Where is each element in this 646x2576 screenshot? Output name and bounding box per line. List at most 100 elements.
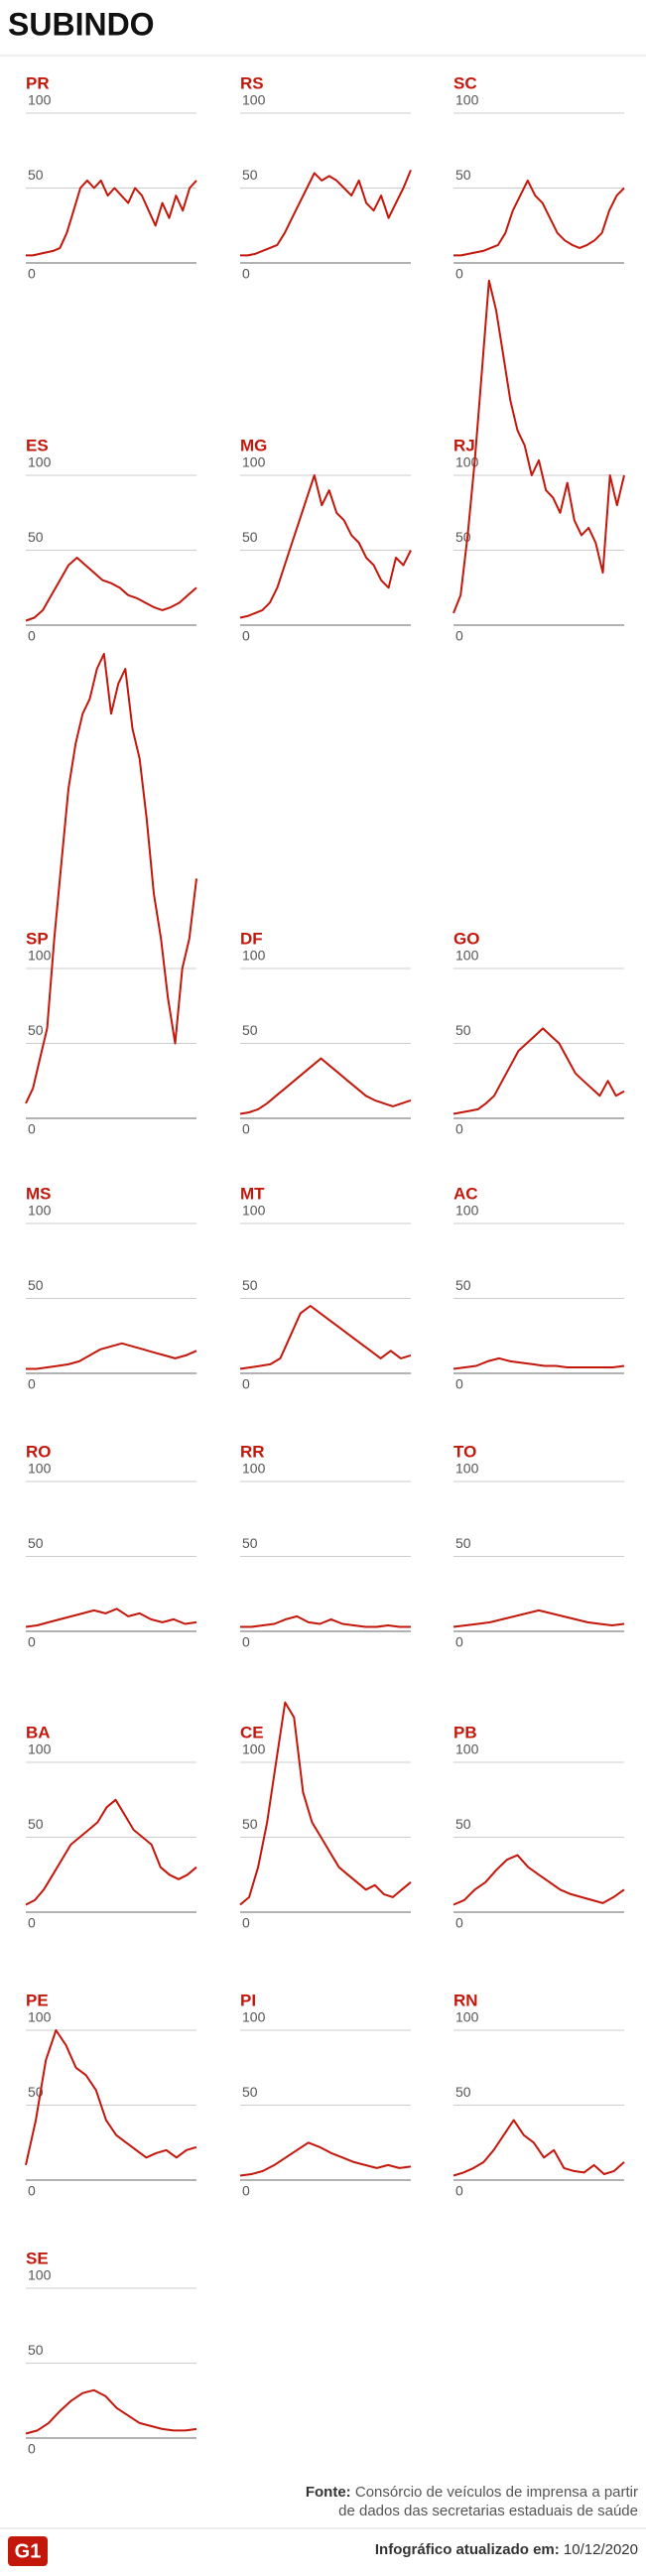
data-line xyxy=(239,1701,412,1906)
data-line xyxy=(239,474,412,619)
y-tick-label: 100 xyxy=(242,1203,266,1219)
y-tick-label: 0 xyxy=(242,1634,250,1650)
y-tick-label: 50 xyxy=(455,1022,471,1038)
logo-box xyxy=(8,2536,48,2566)
y-tick-label: 0 xyxy=(455,266,463,282)
state-label: PI xyxy=(240,1991,256,2009)
y-tick-label: 100 xyxy=(28,454,52,470)
y-tick-label: 100 xyxy=(242,454,266,470)
y-tick-label: 0 xyxy=(455,1915,463,1931)
y-tick-label: 100 xyxy=(455,1203,479,1219)
y-tick-label: 50 xyxy=(242,529,258,545)
state-label: SC xyxy=(453,73,477,92)
y-tick-label: 100 xyxy=(242,1461,266,1477)
y-tick-label: 100 xyxy=(28,2009,52,2025)
data-line xyxy=(452,1027,625,1115)
y-tick-label: 0 xyxy=(455,1121,463,1137)
y-tick-label: 100 xyxy=(455,92,479,108)
y-tick-label: 0 xyxy=(28,2183,36,2199)
y-tick-label: 50 xyxy=(242,167,258,183)
y-tick-label: 100 xyxy=(28,1741,52,1757)
state-label: MT xyxy=(240,1184,265,1203)
source: Fonte: Consórcio de veículos de imprensa… xyxy=(306,2484,638,2501)
data-line xyxy=(25,557,197,622)
y-tick-label: 0 xyxy=(242,628,250,644)
y-tick-label: 100 xyxy=(28,948,52,964)
y-tick-label: 50 xyxy=(28,167,44,183)
source-line: Consórcio de veículos de imprensa a part… xyxy=(355,2484,638,2501)
y-tick-label: 100 xyxy=(455,454,479,470)
state-label: RS xyxy=(240,73,264,92)
page-title: SUBINDO xyxy=(8,6,155,42)
state-label: TO xyxy=(453,1442,476,1461)
y-tick-label: 0 xyxy=(242,1915,250,1931)
y-tick-label: 100 xyxy=(28,1203,52,1219)
y-tick-label: 0 xyxy=(28,266,36,282)
state-label: RN xyxy=(453,1991,478,2009)
data-line xyxy=(25,2029,197,2166)
y-tick-label: 50 xyxy=(242,1277,258,1293)
data-line xyxy=(452,2119,625,2177)
state-label: AC xyxy=(453,1184,478,1203)
state-label: DF xyxy=(240,929,263,948)
data-line xyxy=(452,1609,625,1628)
state-label: SE xyxy=(26,2249,49,2267)
y-tick-label: 50 xyxy=(28,1277,44,1293)
y-tick-label: 50 xyxy=(28,1535,44,1551)
state-label: MG xyxy=(240,436,267,454)
updated-date: 10/12/2020 xyxy=(564,2541,638,2558)
data-line xyxy=(452,1356,625,1370)
state-label: ES xyxy=(26,436,49,454)
y-tick-label: 0 xyxy=(242,2183,250,2199)
state-label: GO xyxy=(453,929,479,948)
state-label: SP xyxy=(26,929,49,948)
y-tick-label: 50 xyxy=(28,1816,44,1832)
y-tick-label: 0 xyxy=(28,1915,36,1931)
data-line xyxy=(452,279,625,614)
state-label: RO xyxy=(26,1442,52,1461)
y-tick-label: 100 xyxy=(242,1741,266,1757)
y-tick-label: 0 xyxy=(455,2183,463,2199)
y-tick-label: 0 xyxy=(28,1121,36,1137)
y-tick-label: 100 xyxy=(455,1741,479,1757)
data-line xyxy=(240,170,412,257)
y-tick-label: 0 xyxy=(455,1376,463,1392)
data-line xyxy=(240,1614,411,1628)
y-tick-label: 100 xyxy=(28,1461,52,1477)
data-line xyxy=(239,2141,412,2177)
updated-label: Infográfico atualizado em: xyxy=(375,2541,560,2558)
data-line xyxy=(25,652,197,1104)
y-tick-label: 0 xyxy=(28,1634,36,1650)
data-line xyxy=(452,1854,625,1906)
updated: Infográfico atualizado em: 10/12/2020 xyxy=(375,2541,638,2558)
y-tick-label: 100 xyxy=(28,92,52,108)
state-label: BA xyxy=(26,1723,51,1741)
y-tick-label: 100 xyxy=(455,2009,479,2025)
state-label: RR xyxy=(240,1442,265,1461)
state-label: RJ xyxy=(453,436,475,454)
y-tick-label: 50 xyxy=(28,529,44,545)
y-tick-label: 0 xyxy=(28,1376,36,1392)
state-label: PR xyxy=(26,73,50,92)
y-tick-label: 0 xyxy=(455,1634,463,1650)
y-tick-label: 100 xyxy=(242,948,266,964)
state-label: MS xyxy=(26,1184,52,1203)
y-tick-label: 50 xyxy=(242,1022,258,1038)
source-line: de dados das secretarias estaduais de sa… xyxy=(338,2503,638,2519)
state-label: CE xyxy=(240,1723,264,1741)
logo: G1 xyxy=(15,2540,42,2562)
data-line xyxy=(26,179,197,257)
data-line xyxy=(26,1342,197,1370)
y-tick-label: 50 xyxy=(28,1022,44,1038)
y-tick-label: 0 xyxy=(242,1376,250,1392)
y-tick-label: 100 xyxy=(455,1461,479,1477)
data-line xyxy=(239,1057,412,1115)
state-label: PE xyxy=(26,1991,49,2009)
y-tick-label: 50 xyxy=(455,167,471,183)
y-tick-label: 0 xyxy=(455,628,463,644)
data-line xyxy=(239,1305,412,1370)
y-tick-label: 50 xyxy=(455,2084,471,2100)
data-line xyxy=(25,1608,197,1628)
data-line xyxy=(25,1798,197,1906)
